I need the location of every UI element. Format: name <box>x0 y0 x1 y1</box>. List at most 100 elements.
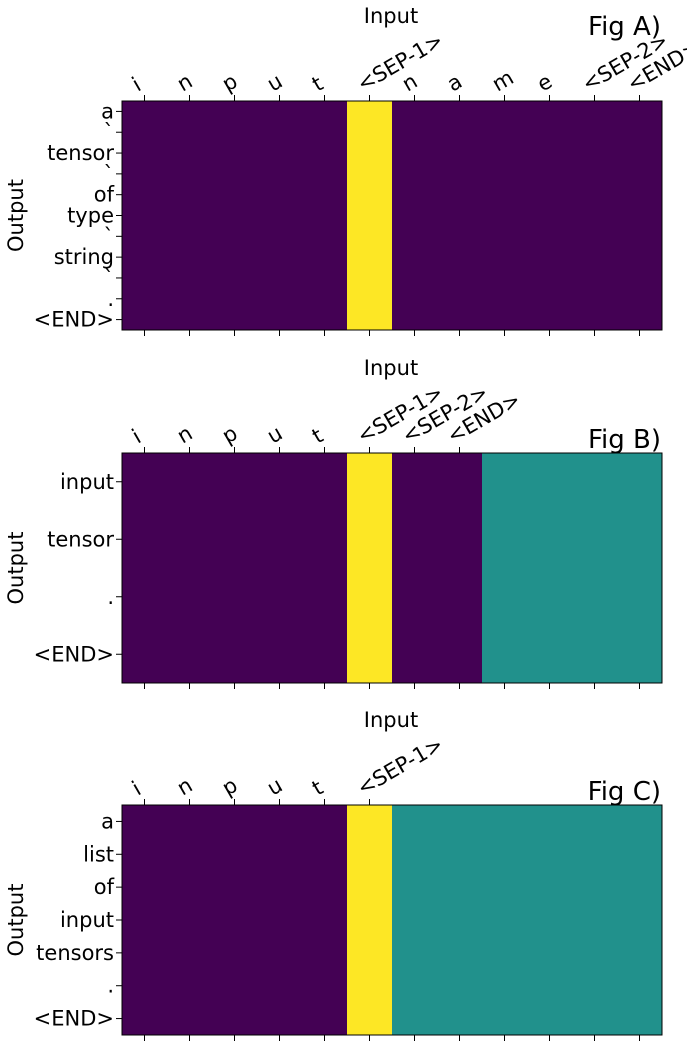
heatmap-cell <box>167 625 213 684</box>
heatmap-cell <box>347 205 393 227</box>
y-tick-label: list <box>83 842 114 866</box>
x-axis-label: Input <box>364 356 418 380</box>
heatmap-cell <box>617 969 663 1003</box>
heatmap-cell <box>347 267 393 289</box>
heatmap-cell <box>257 101 303 123</box>
heatmap-cell <box>212 805 258 839</box>
heatmap-cell <box>437 163 483 185</box>
heatmap-cell <box>617 267 663 289</box>
heatmap-cell <box>482 184 528 206</box>
heatmap-cell <box>482 205 528 227</box>
heatmap-cell <box>437 309 483 331</box>
heatmap-cell <box>392 870 438 905</box>
heatmap-cell <box>122 568 168 627</box>
heatmap-cell <box>302 568 348 627</box>
x-tick-label: n <box>398 69 422 96</box>
heatmap-cell <box>572 1002 618 1036</box>
y-tick-label: tensor <box>47 527 114 551</box>
heatmap-cell <box>392 288 438 310</box>
heatmap-cell <box>437 121 483 144</box>
heatmap-cell <box>617 1002 663 1036</box>
heatmap-cell <box>482 837 528 872</box>
x-tick-label: u <box>263 69 287 96</box>
heatmap-cell <box>617 453 663 512</box>
heatmap-cell <box>392 625 438 684</box>
heatmap-cell <box>617 510 663 569</box>
x-tick-label: u <box>263 421 287 448</box>
heatmap-cell <box>527 969 573 1003</box>
heatmap-cell <box>302 121 348 144</box>
heatmap-cell <box>437 453 483 512</box>
heatmap-cell <box>257 837 303 872</box>
heatmap-cell <box>437 1002 483 1036</box>
y-tick-label: <END> <box>34 308 114 332</box>
heatmap-cell <box>392 101 438 123</box>
heatmap-cell <box>257 205 303 227</box>
heatmap-cell <box>437 288 483 310</box>
heatmap-cell <box>212 288 258 310</box>
heatmap-cell <box>347 453 393 512</box>
y-tick-label: string <box>54 245 114 269</box>
heatmap-cell <box>482 101 528 123</box>
heatmap-cell <box>572 870 618 905</box>
heatmap-cell <box>482 453 528 512</box>
heatmap-cell <box>572 163 618 185</box>
heatmap-cell <box>212 625 258 684</box>
heatmap-cell <box>527 163 573 185</box>
heatmap-cell <box>437 246 483 269</box>
heatmap-cell <box>167 568 213 627</box>
heatmap-cell <box>347 805 393 839</box>
heatmap-cell <box>212 101 258 123</box>
heatmap-cell <box>167 205 213 227</box>
heatmap-cell <box>392 936 438 970</box>
heatmap-cell <box>122 309 168 331</box>
y-tick-label: a <box>101 809 114 833</box>
y-tick-label: . <box>107 287 114 311</box>
heatmap-cell <box>572 510 618 569</box>
heatmap-cell <box>527 101 573 123</box>
heatmap-cell <box>302 1002 348 1036</box>
heatmap-cell <box>122 805 168 839</box>
heatmap-cell <box>392 969 438 1003</box>
heatmap-cell <box>167 121 213 144</box>
x-tick-label: n <box>173 69 197 96</box>
heatmap-cell <box>617 936 663 970</box>
heatmap-cell <box>572 246 618 269</box>
heatmap-cell <box>572 267 618 289</box>
heatmap-cell <box>302 225 348 248</box>
heatmap-cell <box>482 969 528 1003</box>
heatmap-cell <box>257 142 303 165</box>
heatmap-cell <box>347 903 393 938</box>
heatmap-panel: i n p u t <SEP-1>alistofinputtensors.<END>Inp… <box>4 708 663 1041</box>
heatmap-cell <box>572 309 618 331</box>
heatmap-cell <box>212 510 258 569</box>
x-tick-label: t <box>308 775 327 800</box>
x-tick-label: i <box>128 73 145 97</box>
heatmap-cell <box>302 625 348 684</box>
heatmap-cell <box>482 1002 528 1036</box>
x-tick-label: e <box>533 69 556 96</box>
heatmap-cell <box>392 453 438 512</box>
heatmap-cell <box>437 903 483 938</box>
heatmap-cell <box>257 246 303 269</box>
heatmap-cell <box>527 870 573 905</box>
heatmap-cell <box>167 453 213 512</box>
heatmap-cell <box>302 163 348 185</box>
heatmap-panel: i n p u t <SEP-1><SEP-2><END>inputtensor.<END… <box>4 356 663 689</box>
heatmap-cell <box>527 288 573 310</box>
heatmap-cell <box>302 453 348 512</box>
heatmap-cell <box>212 184 258 206</box>
heatmap-cell <box>572 453 618 512</box>
y-tick-label: ` <box>104 162 115 186</box>
heatmap-cell <box>212 969 258 1003</box>
heatmap-cell <box>527 903 573 938</box>
heatmap-cell <box>617 205 663 227</box>
heatmap-cell <box>482 870 528 905</box>
axes-frame <box>121 452 663 684</box>
heatmap-cell <box>212 205 258 227</box>
heatmap-cell <box>122 510 168 569</box>
x-tick-label: t <box>308 423 327 448</box>
heatmap-cell <box>167 246 213 269</box>
heatmap-cell <box>167 184 213 206</box>
x-tick-label: a <box>443 69 466 96</box>
